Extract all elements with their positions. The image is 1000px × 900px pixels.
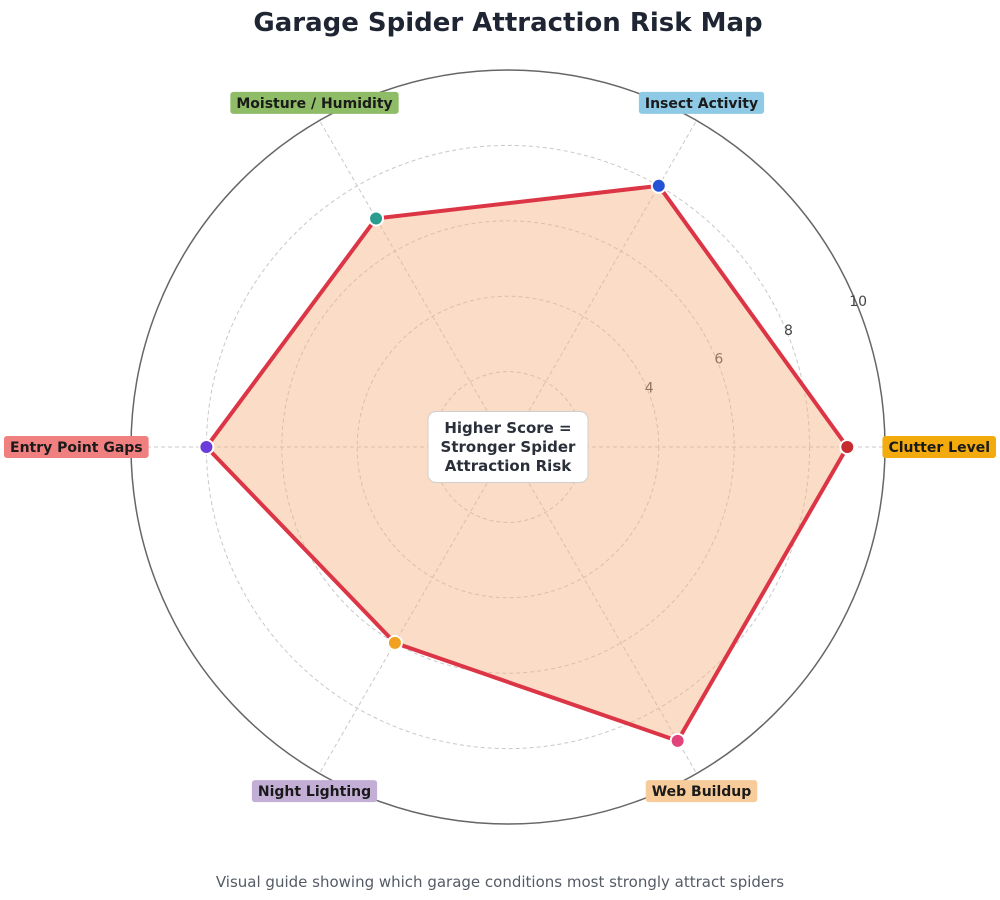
axis-label-2: Moisture / Humidity <box>230 91 399 114</box>
axis-label-5: Web Buildup <box>645 780 758 803</box>
axis-label-text: Insect Activity <box>645 96 758 112</box>
center-note: Higher Score =Stronger SpiderAttraction … <box>427 411 589 483</box>
axis-label-0: Clutter Level <box>882 436 996 458</box>
axis-label-badge <box>645 780 758 803</box>
axis-label-3: Entry Point Gaps <box>4 436 149 458</box>
data-point <box>198 439 215 455</box>
data-point <box>839 439 856 455</box>
axis-label-text: Web Buildup <box>652 784 752 800</box>
axis-label-layer: Clutter Level Insect Activity Moisture / H… <box>4 91 996 803</box>
data-point <box>386 634 403 651</box>
tick-label: 6 <box>714 352 723 368</box>
axis-label-text: Entry Point Gaps <box>10 440 143 456</box>
axis-label-badge <box>230 91 399 114</box>
center-note-line: Attraction Risk <box>445 457 572 475</box>
tick-label: 8 <box>784 323 793 339</box>
axis-label-text: Clutter Level <box>888 440 990 456</box>
chart-caption: Visual guide showing which garage condit… <box>216 873 784 891</box>
chart-title: Garage Spider Attraction Risk Map <box>253 8 762 38</box>
center-note-box <box>427 411 589 483</box>
center-note-line: Stronger Spider <box>441 438 576 456</box>
grid-ring-6 <box>281 220 735 674</box>
data-point <box>368 210 385 227</box>
axis-label-badge <box>251 780 378 803</box>
data-point <box>650 177 667 194</box>
axis-label-badge <box>4 436 149 458</box>
center-note-line: Higher Score = <box>444 419 571 437</box>
tick-label: 4 <box>645 381 654 397</box>
axis-label-4: Night Lighting <box>251 780 378 803</box>
axis-label-badge <box>638 91 765 114</box>
axis-label-1: Insect Activity <box>638 91 765 114</box>
data-point <box>669 732 686 749</box>
axis-label-badge <box>882 436 996 458</box>
grid-ring-4 <box>356 295 660 599</box>
tick-label: 10 <box>849 294 867 310</box>
axis-label-text: Moisture / Humidity <box>236 96 392 112</box>
axis-label-text: Night Lighting <box>258 784 371 800</box>
